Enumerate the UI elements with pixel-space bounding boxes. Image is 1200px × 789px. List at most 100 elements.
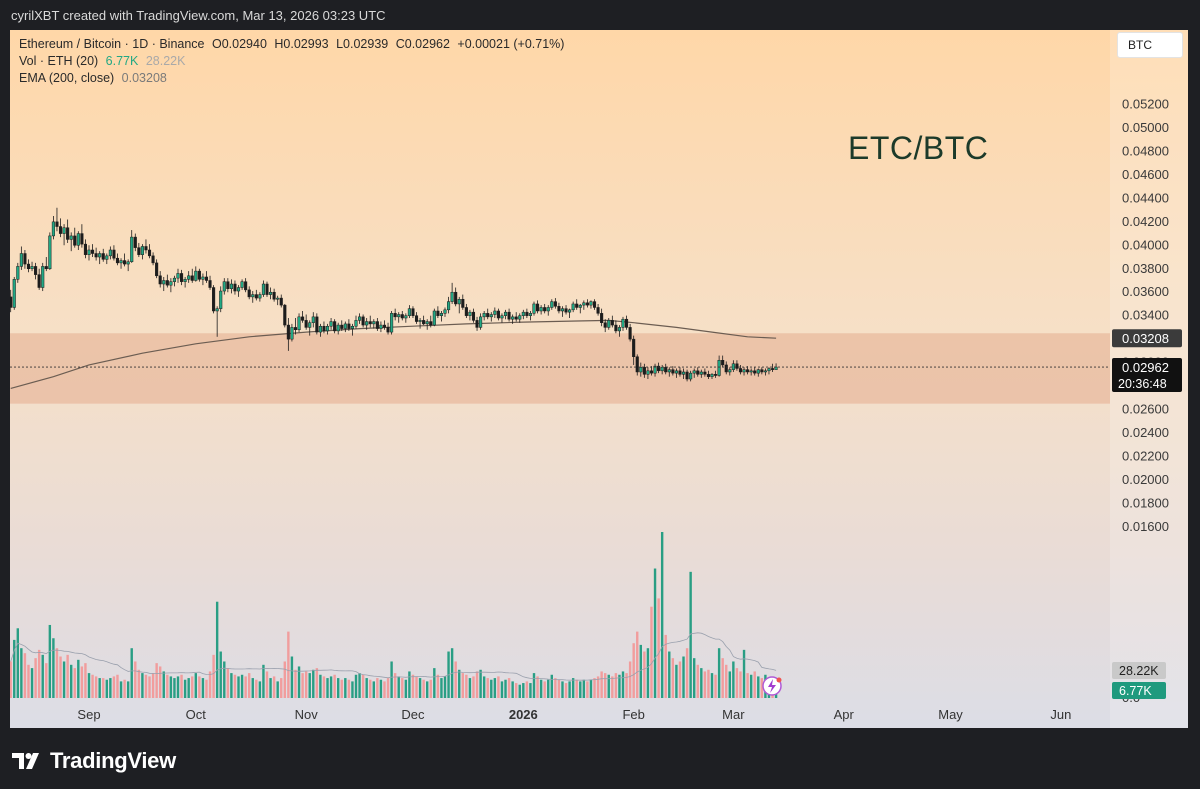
volume-bar	[176, 676, 180, 698]
candle	[724, 361, 728, 375]
candle	[482, 310, 486, 321]
candle	[706, 370, 710, 380]
candle-body	[329, 321, 333, 327]
volume-bar	[376, 678, 379, 698]
candle	[261, 280, 265, 297]
volume-bar	[319, 674, 322, 698]
volume-bar	[287, 631, 290, 698]
candle	[41, 262, 45, 292]
volume-ma-label: 28.22K	[1119, 664, 1159, 678]
candle	[361, 314, 365, 328]
candle	[429, 315, 433, 328]
candle	[269, 287, 273, 300]
volume-bar	[725, 664, 728, 698]
candle	[589, 300, 593, 309]
candle	[607, 318, 611, 330]
candle-body	[315, 316, 319, 333]
volume-bar	[198, 676, 201, 698]
candle	[304, 314, 308, 330]
candle	[34, 262, 38, 280]
candle-body	[222, 281, 226, 292]
candle-body	[293, 327, 298, 331]
candle	[560, 306, 565, 317]
time-axis-label: Jun	[1050, 707, 1071, 722]
candle	[329, 318, 333, 330]
volume-bar	[760, 678, 764, 698]
volume-bar	[465, 674, 468, 698]
candle	[756, 368, 760, 377]
volume-bar	[604, 673, 607, 698]
candle-body	[728, 369, 732, 373]
time-axis-label: Mar	[722, 707, 745, 722]
candle	[418, 318, 422, 329]
candle	[738, 364, 743, 375]
volume-bar	[84, 663, 87, 698]
candle-body	[386, 327, 390, 333]
volume-bar	[475, 671, 479, 698]
volume-bar	[379, 679, 383, 698]
candle	[276, 295, 280, 306]
volume-bar	[728, 671, 731, 698]
candle	[600, 308, 604, 327]
candle-body	[37, 274, 41, 288]
legend-symbol[interactable]: Ethereum / Bitcoin · 1D · Binance	[19, 37, 205, 51]
volume-bar	[365, 678, 368, 698]
candle-body	[265, 283, 269, 295]
candle-body	[375, 321, 379, 329]
volume-bar	[183, 679, 187, 698]
candle-body	[660, 367, 664, 372]
candle	[532, 301, 536, 316]
candle-body	[596, 307, 600, 314]
candle-body	[411, 308, 415, 316]
candle-body	[557, 306, 561, 312]
volume-bar	[333, 674, 336, 698]
price-tick-label: 0.03800	[1122, 261, 1169, 276]
legend-vol-label[interactable]: Vol · ETH (20)	[19, 54, 99, 68]
candle	[614, 320, 618, 334]
legend-ema-label[interactable]: EMA (200, close)	[19, 71, 115, 85]
tradingview-logo[interactable]: TradingView	[12, 748, 176, 774]
candle	[66, 219, 70, 243]
candle-body	[108, 249, 112, 257]
chart-canvas[interactable]: 0.05200 0.05000 0.04800 0.04600 0.04400 0.042…	[10, 30, 1188, 728]
candle-body	[763, 370, 767, 373]
candle-body	[475, 320, 479, 328]
candle	[44, 257, 48, 272]
candle-body	[41, 266, 45, 288]
candle	[521, 309, 525, 320]
candle	[717, 355, 721, 377]
volume-bar	[539, 679, 543, 698]
candle	[703, 368, 707, 377]
candle-body	[169, 281, 173, 286]
candle	[297, 313, 301, 333]
candle	[454, 287, 458, 307]
candle	[254, 289, 258, 301]
candle	[518, 313, 522, 323]
candle	[735, 360, 739, 371]
candle-body	[261, 283, 265, 295]
candle-body	[404, 315, 408, 319]
volume-bar	[671, 658, 675, 698]
candle	[16, 262, 20, 283]
volume-bar	[596, 676, 600, 698]
volume-bar	[265, 671, 269, 698]
volume-bar	[639, 644, 642, 698]
volume-bar	[258, 681, 262, 698]
candle-body	[197, 270, 201, 280]
replay-bolt-icon[interactable]	[762, 676, 782, 696]
time-axis-label: Oct	[186, 707, 207, 722]
currency-button[interactable]: BTC	[1117, 32, 1183, 58]
candle	[503, 309, 508, 320]
volume-bar	[504, 679, 507, 698]
volume-bar	[582, 679, 586, 698]
candle-body	[151, 255, 155, 264]
chart-area[interactable]: 0.05200 0.05000 0.04800 0.04600 0.04400 0.042…	[10, 30, 1188, 728]
candle	[37, 268, 41, 290]
candle	[286, 318, 290, 351]
volume-bar	[693, 658, 696, 698]
candle	[293, 318, 298, 335]
volume-bar	[653, 568, 657, 698]
volume-bar	[41, 654, 44, 698]
candle	[592, 299, 597, 310]
volume-bar	[668, 651, 671, 698]
